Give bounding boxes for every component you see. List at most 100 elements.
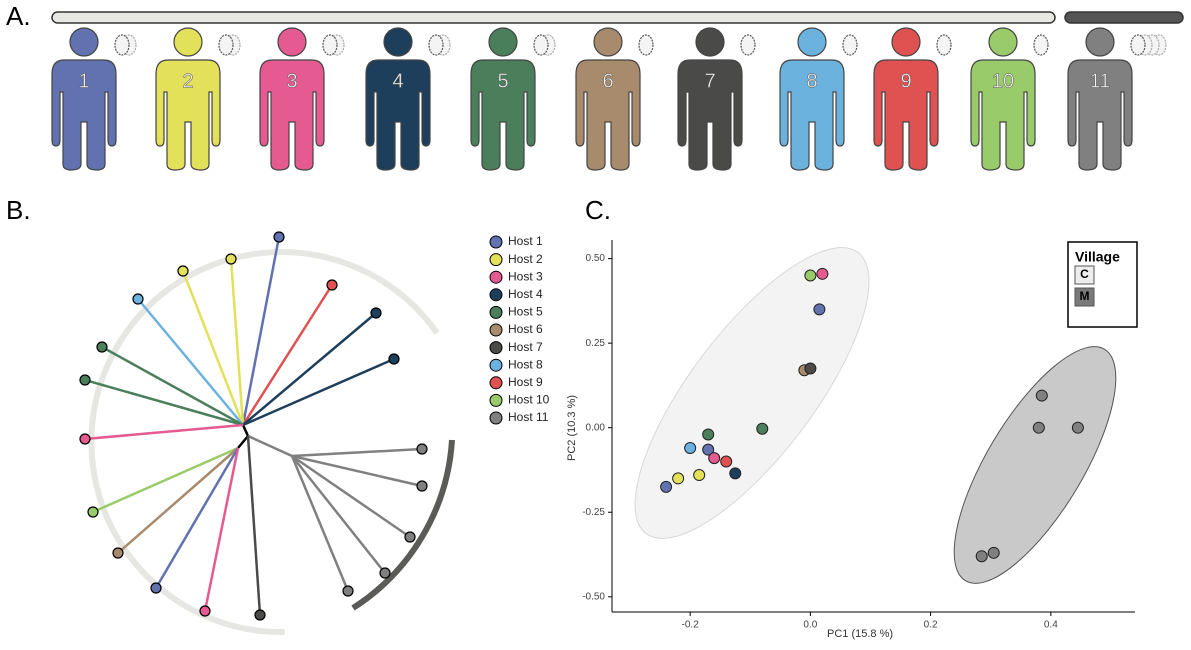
host-head [892,28,920,56]
tree-leaf [200,606,210,616]
legend-label: Host 8 [508,357,543,371]
legend-swatch [490,394,502,406]
x-axis-title: PC1 (15.8 %) [827,628,893,640]
point [709,453,720,464]
egg-icon [937,35,951,55]
legend-label: Host 1 [508,234,543,248]
host-number: 2 [182,70,193,92]
village-bar [1065,12,1183,23]
point [694,470,705,481]
group-ellipse [597,215,908,571]
egg-icon [219,35,233,55]
host-number: 8 [806,70,817,92]
tree-branch [102,347,243,425]
egg-icon [741,35,755,55]
legend-swatch [490,359,502,371]
tree-branch [85,380,243,425]
egg-icon [639,35,653,55]
legend-swatch [490,412,502,424]
legend-swatch [490,289,502,301]
legend-key-label: C [1080,267,1089,281]
legend-swatch [490,324,502,336]
point [721,456,732,467]
legend-swatch [490,377,502,389]
point [1036,390,1047,401]
host-head [174,28,202,56]
y-tick-label: -0.25 [582,507,605,518]
egg-icon [1034,35,1048,55]
egg-icon [429,35,443,55]
point [805,363,816,374]
host-number: 1 [78,70,89,92]
tree-leaf [80,375,90,385]
tree-branch [85,425,243,439]
egg-icon [1131,35,1145,55]
tree-branch [248,436,292,456]
tree-branch [243,359,394,425]
egg-icon [843,35,857,55]
legend-swatch [490,342,502,354]
legend-key-label: M [1080,289,1090,303]
legend-label: Host 3 [508,269,543,283]
legend-swatch [490,271,502,283]
tree-branch [243,425,248,436]
point [703,429,714,440]
host-number: 5 [497,70,508,92]
host-head [696,28,724,56]
tree-branch [156,448,238,588]
point [730,468,741,479]
x-tick-label: 0.4 [1044,620,1058,631]
tree-branch [138,299,243,425]
host-number: 9 [900,70,911,92]
tree-leaf [380,568,390,578]
point [988,547,999,558]
legend-label: Host 5 [508,305,543,319]
y-tick-label: 0.00 [586,422,606,433]
host-head [594,28,622,56]
point [1033,422,1044,433]
x-tick-label: 0.0 [803,620,817,631]
host-number: 11 [1090,70,1111,92]
host-head [384,28,412,56]
y-tick-label: 0.50 [586,253,606,264]
tree-leaf [151,583,161,593]
tree-leaf [417,481,427,491]
tree-leaf [274,232,284,242]
egg-icon [115,35,129,55]
point [817,268,828,279]
host-number: 7 [704,70,715,92]
point [1072,422,1083,433]
legend-label: Host 10 [508,393,550,407]
host-number: 4 [392,70,403,92]
tree-leaf [80,434,90,444]
tree-branch [238,436,248,448]
tree-branch [292,449,422,456]
tree-leaf [226,254,236,264]
panel-label: A. [6,1,31,31]
point [661,481,672,492]
x-tick-label: 0.2 [924,620,938,631]
point [757,423,768,434]
legend-label: Host 2 [508,252,543,266]
y-axis-title: PC2 (10.3 %) [566,395,578,461]
tree-branch [243,313,376,425]
tree-leaf [97,342,107,352]
panel-label: C. [585,195,611,225]
legend-title: Village [1075,249,1120,265]
x-tick-label: -0.2 [682,620,700,631]
host-head [489,28,517,56]
tree-leaf [343,586,353,596]
legend-swatch [490,254,502,266]
tree-leaf [255,610,265,620]
host-head [70,28,98,56]
panel-label: B. [6,195,31,225]
tree-branch [248,436,260,615]
host-number: 6 [602,70,613,92]
host-head [278,28,306,56]
group-ellipse [924,325,1145,606]
y-tick-label: 0.25 [586,338,606,349]
host-number: 3 [286,70,297,92]
y-tick-label: -0.50 [582,591,605,602]
tree-branch [93,448,238,512]
tree-leaf [113,548,123,558]
